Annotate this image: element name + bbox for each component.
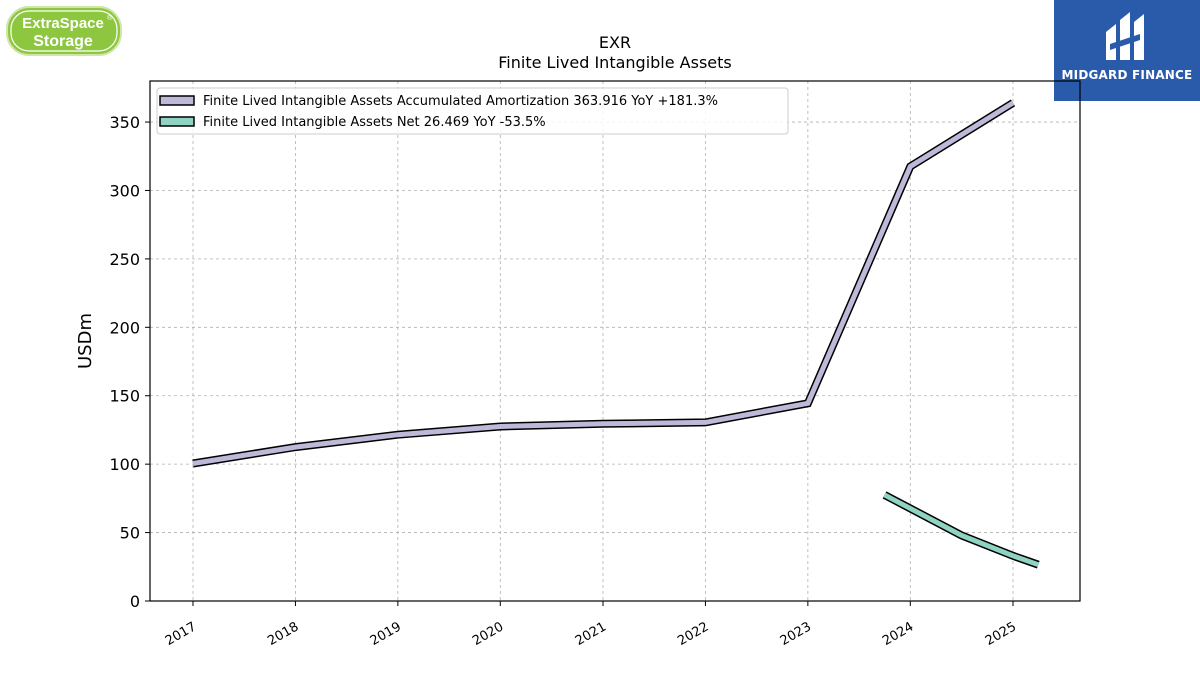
y-axis-label: USDm — [75, 313, 96, 369]
extraspace-storage-logo: ExtraSpace ® Storage — [6, 6, 122, 56]
logo-left-line2: Storage — [33, 33, 93, 50]
plot-frame — [149, 80, 1081, 602]
chart-title: EXR — [599, 33, 631, 52]
y-tick-label: 200 — [109, 318, 140, 337]
logo-left-reg: ® — [107, 14, 113, 22]
y-tick-label: 100 — [109, 455, 140, 474]
x-tick-label: 2021 — [573, 619, 609, 649]
series-line-2 — [882, 491, 1040, 569]
chart-subtitle: Finite Lived Intangible Assets — [498, 53, 731, 72]
x-tick-label: 2023 — [778, 619, 814, 649]
legend-box — [156, 87, 789, 135]
legend-swatch-1 — [159, 95, 195, 106]
x-tick-label: 2017 — [163, 619, 199, 649]
legend-label-1: Finite Lived Intangible Assets Accumulat… — [203, 94, 718, 109]
midgard-brand-text: MIDGARD FINANCE — [1061, 68, 1193, 82]
series-line-1 — [192, 99, 1016, 468]
y-tick-label: 350 — [109, 113, 140, 132]
logo-left-line1: ExtraSpace — [22, 15, 104, 32]
legend-label-2: Finite Lived Intangible Assets Net 26.46… — [203, 115, 546, 130]
y-tick-label: 0 — [130, 592, 140, 611]
midgard-finance-logo: MIDGARD FINANCE — [1054, 0, 1200, 101]
y-tick-label: 300 — [109, 181, 140, 200]
x-tick-label: 2018 — [265, 619, 301, 649]
midgard-emblem-icon — [1106, 12, 1144, 60]
x-tick-label: 2025 — [983, 619, 1019, 649]
legend-swatch-2 — [159, 116, 195, 127]
x-tick-label: 2024 — [880, 619, 916, 649]
x-tick-label: 2020 — [470, 619, 506, 649]
y-tick-label: 150 — [109, 387, 140, 406]
y-tick-label: 50 — [120, 524, 140, 543]
x-tick-label: 2019 — [368, 619, 404, 649]
y-tick-label: 250 — [109, 250, 140, 269]
x-tick-label: 2022 — [675, 619, 711, 649]
